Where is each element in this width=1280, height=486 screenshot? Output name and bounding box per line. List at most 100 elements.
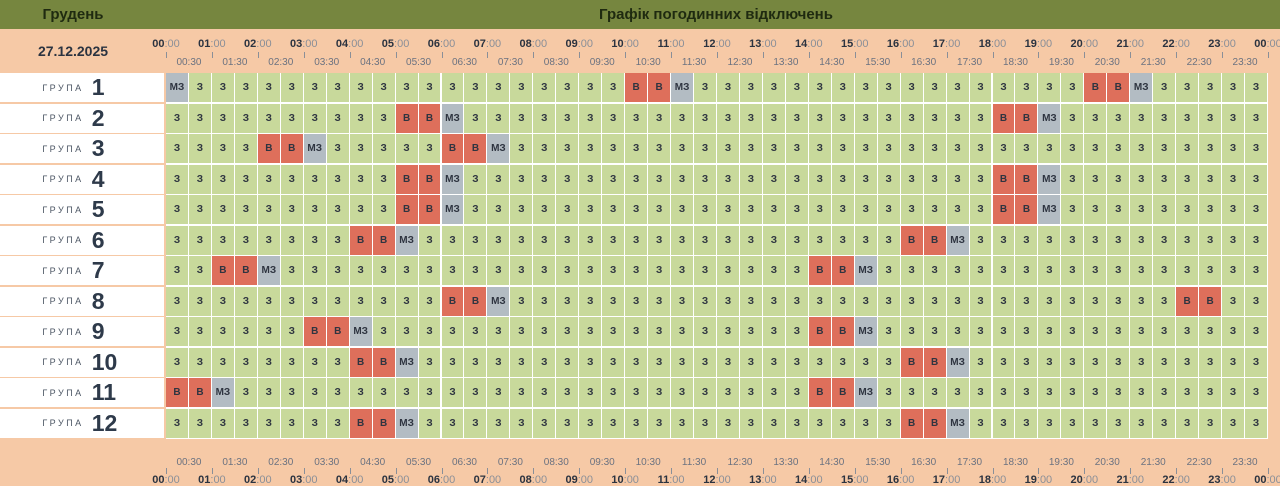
- schedule-cell: З: [326, 408, 349, 438]
- schedule-cell: МЗ: [1038, 195, 1061, 224]
- schedule-cell: З: [234, 408, 257, 438]
- hour-tick: [211, 52, 213, 58]
- schedule-cell: З: [1084, 164, 1107, 194]
- schedule-cell: З: [533, 195, 556, 224]
- group-number: 4: [91, 165, 105, 192]
- schedule-cell: МЗ: [854, 378, 877, 407]
- group-label: ГРУПА 12: [0, 408, 164, 438]
- hour-tick-label: 02:00: [244, 38, 272, 50]
- schedule-cell: З: [556, 73, 579, 102]
- hour-tick-label: 01:00: [198, 38, 226, 50]
- schedule-cell: З: [739, 103, 762, 133]
- schedule-cell: З: [188, 286, 211, 316]
- schedule-cell: З: [854, 164, 877, 194]
- schedule-cell: З: [992, 225, 1015, 255]
- schedule-cell: З: [1130, 256, 1153, 285]
- hour-tick-label: 06:00: [427, 38, 456, 50]
- hour-tick: [303, 52, 305, 58]
- schedule-cell: З: [762, 73, 785, 102]
- schedule-cell: З: [280, 225, 303, 255]
- schedule-cell: В: [326, 317, 349, 346]
- half-hour-label: 02:30: [268, 457, 294, 468]
- schedule-cell: З: [900, 103, 923, 133]
- schedule-cell: З: [280, 256, 303, 285]
- schedule-cell: В: [808, 317, 831, 346]
- half-hour-label: 18:30: [1002, 457, 1028, 468]
- schedule-cell: З: [1061, 317, 1084, 346]
- schedule-cell: В: [1015, 103, 1038, 133]
- schedule-cell: З: [1222, 73, 1245, 102]
- schedule-cell: З: [1061, 256, 1084, 285]
- group-number: 1: [91, 74, 105, 100]
- schedule-cell: З: [211, 286, 234, 316]
- schedule-cell: З: [441, 225, 464, 255]
- schedule-cell: З: [303, 378, 326, 407]
- schedule-cell: З: [923, 256, 946, 285]
- group-label: ГРУПА 8: [0, 286, 164, 316]
- schedule-cell: З: [556, 286, 579, 316]
- schedule-cell: З: [602, 286, 625, 316]
- half-hour-label: 08:30: [543, 457, 569, 468]
- schedule-cell: З: [785, 195, 808, 224]
- schedule-cell: З: [418, 286, 441, 316]
- group-number: 2: [91, 104, 105, 131]
- hour-tick: [1084, 468, 1086, 474]
- schedule-cell: З: [349, 134, 372, 163]
- schedule-cell: З: [671, 286, 694, 316]
- schedule-cell: З: [831, 408, 854, 438]
- schedule-cell: З: [418, 225, 441, 255]
- schedule-cell: З: [1222, 195, 1245, 224]
- schedule-cell: З: [739, 134, 762, 163]
- group-label-text: ГРУПА: [42, 143, 84, 154]
- hour-tick: [1268, 468, 1269, 474]
- schedule-cell: З: [648, 134, 671, 163]
- schedule-cell: З: [1130, 286, 1153, 316]
- schedule-cell: З: [1130, 103, 1153, 133]
- schedule-cell: З: [739, 347, 762, 377]
- hour-tick: [441, 468, 443, 474]
- schedule-cell: З: [1084, 378, 1107, 407]
- schedule-cell: З: [969, 134, 992, 163]
- schedule-cell: З: [969, 73, 992, 102]
- schedule-cell: З: [487, 103, 510, 133]
- schedule-cell: З: [717, 225, 739, 255]
- schedule-cell: З: [625, 378, 648, 407]
- half-hour-label: 14:30: [819, 57, 845, 68]
- schedule-cell: З: [1084, 225, 1107, 255]
- schedule-cell: З: [762, 408, 785, 438]
- schedule-cell: З: [1084, 103, 1107, 133]
- half-hour-label: 23:30: [1232, 457, 1258, 468]
- schedule-cell: З: [1245, 103, 1267, 133]
- hour-tick-label: 12:00: [703, 38, 731, 50]
- schedule-cell: З: [464, 408, 487, 438]
- schedule-cell: З: [992, 378, 1015, 407]
- schedule-cell: З: [280, 378, 303, 407]
- half-hour-label: 19:30: [1048, 57, 1074, 68]
- schedule-cell: З: [1176, 73, 1199, 102]
- schedule-cell: З: [1061, 347, 1084, 377]
- schedule-cell: З: [1084, 347, 1107, 377]
- half-hour-label: 22:30: [1186, 57, 1212, 68]
- half-hour-label: 07:30: [497, 57, 523, 68]
- half-hour-label: 17:30: [957, 457, 983, 468]
- schedule-cell: З: [831, 347, 854, 377]
- schedule-cell: В: [831, 317, 854, 346]
- schedule-cell: З: [1153, 408, 1176, 438]
- schedule-cell: З: [671, 103, 694, 133]
- schedule-cell: З: [831, 134, 854, 163]
- schedule-cell: З: [1015, 73, 1038, 102]
- schedule-cell: З: [785, 103, 808, 133]
- half-hour-label: 07:30: [497, 457, 523, 468]
- schedule-cell: В: [418, 164, 441, 194]
- schedule-cell: З: [1222, 286, 1245, 316]
- schedule-cell: З: [739, 286, 762, 316]
- schedule-cell: З: [1222, 408, 1245, 438]
- hour-tick: [854, 468, 856, 474]
- schedule-cell: З: [234, 225, 257, 255]
- schedule-cell: З: [487, 195, 510, 224]
- schedule-cell: З: [556, 317, 579, 346]
- schedule-cell: З: [946, 286, 969, 316]
- hour-tick-label: 11:00: [657, 474, 685, 486]
- schedule-cell: В: [1176, 286, 1199, 316]
- schedule-cell: З: [464, 317, 487, 346]
